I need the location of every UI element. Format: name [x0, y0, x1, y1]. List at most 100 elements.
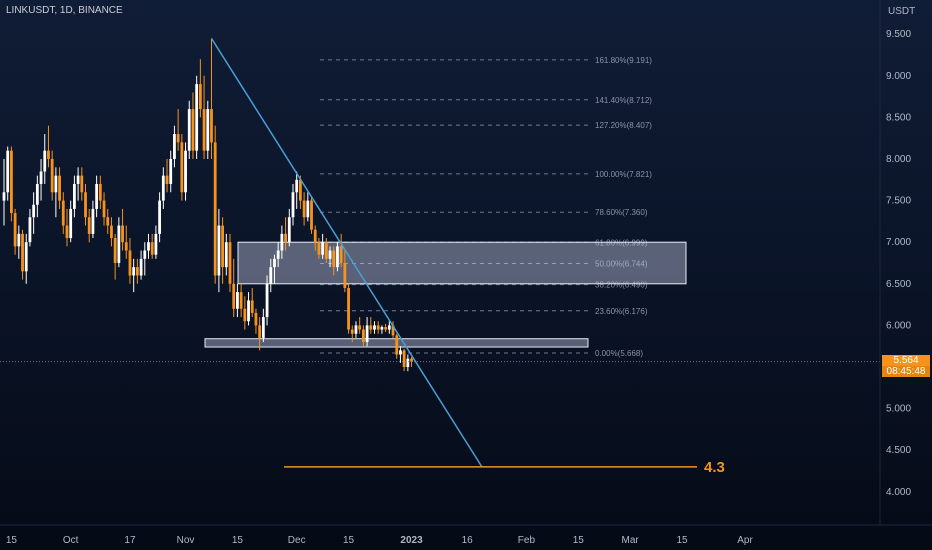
candle [376, 321, 380, 334]
candle [80, 167, 84, 201]
candle [21, 229, 24, 280]
candle-body [2, 192, 6, 201]
candle [254, 308, 258, 334]
candle-body [173, 134, 176, 159]
fib-level-label: 161.80%(9.191) [595, 56, 652, 65]
candle-body [354, 325, 358, 334]
candle-body [124, 242, 128, 251]
candle-body [221, 225, 224, 268]
candle-body [13, 213, 17, 247]
candle [102, 192, 106, 226]
candle-body [313, 229, 317, 243]
price-axis[interactable]: 9.500 9.000 8.500 8.000 7.500 7.000 6.500 6.000… [886, 29, 911, 498]
candle [224, 233, 228, 276]
candle [324, 238, 328, 263]
symbol-title[interactable]: LINKUSDT, 1D, BINANCE [6, 5, 123, 16]
fibonacci-levels: 161.80%(9.191) 141.40%(8.712) 127.20%(8.40… [320, 56, 652, 358]
candle-body [17, 233, 21, 247]
candle [336, 242, 339, 272]
candle-body [365, 325, 369, 343]
candle-body [10, 150, 13, 214]
price-axis-tick: 7.000 [886, 237, 911, 248]
time-axis[interactable]: 15 Oct 17 Nov 15 Dec 15 2023 16 Feb 15 Mar 15 Apr [6, 535, 754, 546]
candle-body [358, 325, 362, 330]
candle-body [80, 175, 84, 193]
candle-body [54, 175, 58, 193]
candle [10, 146, 13, 222]
candle-body [184, 150, 187, 193]
candle [173, 125, 176, 168]
candle-body [117, 225, 121, 263]
candle [273, 254, 276, 284]
candle [280, 225, 284, 259]
candle [291, 183, 295, 226]
candle-body [317, 242, 321, 255]
candle [143, 242, 147, 276]
candle-body [132, 267, 136, 276]
candle-body [236, 292, 239, 309]
candle-body [47, 150, 50, 159]
candle [387, 321, 391, 334]
candle [284, 217, 287, 251]
candle [191, 92, 195, 159]
candlestick-series [2, 38, 413, 372]
candle [47, 125, 50, 168]
candle [154, 225, 158, 259]
candle [358, 317, 362, 334]
candle [176, 109, 180, 151]
candle [395, 333, 399, 359]
price-axis-tick: 7.500 [886, 196, 911, 207]
fib-level-label: 0.00%(5.668) [595, 349, 643, 358]
candle-body [72, 183, 76, 209]
candle-body [102, 200, 106, 218]
candle-body [210, 109, 213, 143]
candle-body [291, 192, 295, 218]
candle-body [299, 179, 302, 201]
candle [287, 208, 291, 247]
candle [139, 250, 143, 280]
candle-body [39, 171, 43, 184]
candle [250, 287, 254, 318]
candle [69, 200, 73, 243]
candle-body [158, 200, 162, 234]
candle [380, 325, 384, 334]
candle-body [191, 109, 195, 151]
candle-body [6, 150, 10, 193]
candle-body [339, 246, 343, 263]
price-axis-tick: 4.000 [886, 487, 911, 498]
target-label: 4.3 [704, 459, 725, 476]
candle-body [113, 238, 117, 263]
candle-body [258, 325, 262, 338]
candle [384, 323, 388, 333]
candle-body [202, 109, 206, 151]
candle [232, 258, 236, 318]
candle [210, 38, 213, 159]
candle-body [306, 200, 310, 218]
candle-body [247, 300, 250, 322]
candle [321, 233, 325, 259]
candle-body [276, 250, 280, 259]
candle [98, 175, 102, 209]
candle [373, 321, 376, 334]
candle [354, 321, 358, 338]
candle-body [243, 308, 247, 322]
candle [295, 171, 299, 209]
candle-body [150, 242, 154, 255]
candle [35, 175, 39, 218]
candle [106, 208, 110, 234]
time-axis-tick: Apr [737, 535, 753, 546]
candle [95, 175, 99, 218]
time-axis-tick: 17 [124, 535, 136, 546]
candle-body [135, 267, 139, 276]
candle [132, 258, 136, 293]
price-axis-tick: 5.000 [886, 404, 911, 415]
candle [406, 354, 410, 372]
time-axis-tick: 2023 [400, 535, 423, 546]
candle [228, 233, 232, 293]
candle [339, 233, 343, 268]
candle-body [50, 159, 54, 193]
candle-body [121, 225, 124, 243]
candle-body [269, 267, 273, 284]
candle-body [24, 242, 28, 272]
